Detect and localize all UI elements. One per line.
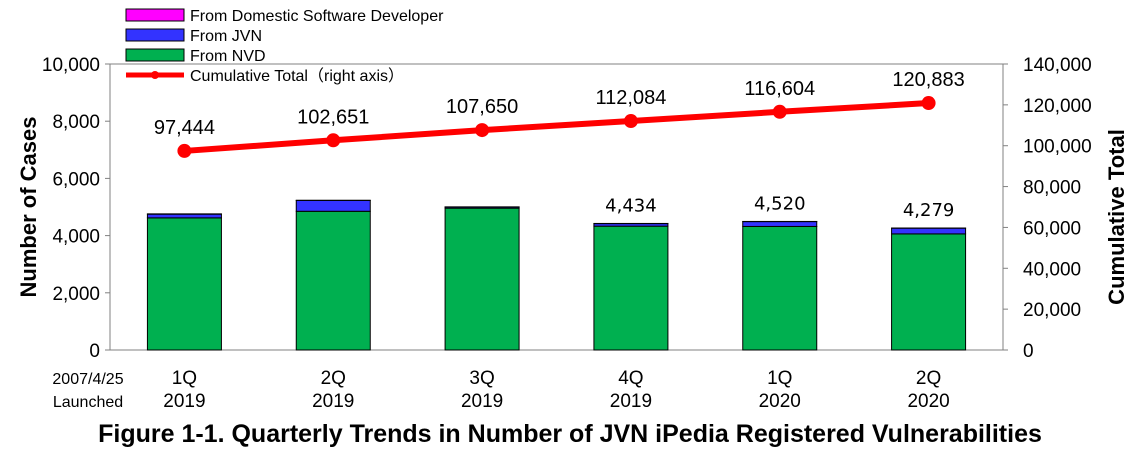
- legend-label: From NVD: [190, 48, 266, 65]
- launch-note-line2: Launched: [53, 394, 123, 411]
- category-label-line2: 2019: [312, 391, 354, 412]
- category-label-line2: 2019: [163, 391, 205, 412]
- category-label-line1: 3Q: [469, 368, 494, 389]
- bar-segment-nvd: [891, 233, 967, 351]
- category-label-line1: 1Q: [172, 368, 197, 389]
- right-axis-tick-label: 120,000: [1023, 96, 1092, 117]
- legend-line-marker: [151, 71, 159, 79]
- category-label-line1: 2Q: [321, 368, 346, 389]
- bar-total-label: 4,279: [903, 200, 955, 221]
- legend-label: From Domestic Software Developer: [190, 8, 444, 25]
- left-axis-tick-label: 10,000: [42, 55, 100, 76]
- cumulative-point: [475, 123, 490, 138]
- figure-caption: Figure 1-1. Quarterly Trends in Number o…: [98, 420, 1042, 448]
- bar-segment-nvd: [146, 217, 222, 351]
- bar-segment-jvn: [146, 213, 222, 219]
- bar-total-label: 4,434: [605, 195, 657, 216]
- left-axis-tick-label: 4,000: [52, 227, 100, 248]
- cumulative-line: [184, 100, 929, 154]
- right-axis-tick-label: 140,000: [1023, 55, 1092, 76]
- right-axis-tick-label: 40,000: [1023, 259, 1081, 280]
- cumulative-value-label: 112,084: [596, 87, 667, 109]
- cumulative-point: [177, 143, 192, 158]
- cumulative-point: [623, 114, 638, 129]
- category-label-line2: 2020: [907, 391, 949, 412]
- bar-total-label: 4,520: [754, 193, 806, 214]
- right-axis-title: Cumulative Total: [1104, 129, 1129, 305]
- bar-segment-nvd: [444, 207, 520, 351]
- left-axis-tick-label: 2,000: [52, 284, 100, 305]
- legend-swatch: [125, 48, 185, 62]
- right-axis-tick-label: 80,000: [1023, 178, 1081, 199]
- category-label-line2: 2019: [461, 391, 503, 412]
- category-label-line1: 2Q: [916, 368, 941, 389]
- right-axis-tick-label: 100,000: [1023, 137, 1092, 158]
- left-axis-tick-label: 8,000: [52, 112, 100, 133]
- category-label-line1: 1Q: [767, 368, 792, 389]
- category-label-line2: 2019: [610, 391, 652, 412]
- legend-swatch: [125, 28, 185, 42]
- plot-frame: [109, 63, 1004, 351]
- category-label-line2: 2020: [759, 391, 801, 412]
- left-axis-tick-label: 0: [89, 341, 100, 362]
- cumulative-point: [921, 96, 936, 111]
- bar-segment-nvd: [593, 225, 669, 351]
- cumulative-point: [772, 104, 787, 119]
- legend-label: Cumulative Total（right axis）: [190, 67, 404, 85]
- cumulative-value-label: 102,651: [297, 106, 369, 128]
- cumulative-value-label: 116,604: [744, 78, 815, 100]
- bar-segment-jvn: [891, 227, 967, 235]
- category-label-line1: 4Q: [618, 368, 643, 389]
- left-axis-tick-label: 6,000: [52, 169, 100, 190]
- chart: 0 2,000 4,000 6,000 8,000 10,000 0 20,000 40,000…: [16, 8, 1129, 412]
- cumulative-value-label: 120,883: [892, 69, 964, 91]
- right-axis-tick-label: 0: [1023, 341, 1034, 362]
- right-axis-tick-label: 20,000: [1023, 300, 1081, 321]
- cumulative-value-label: 97,444: [154, 117, 215, 139]
- launch-note-line1: 2007/4/25: [52, 371, 123, 388]
- cumulative-value-label: 107,650: [446, 96, 518, 118]
- bar-segment-nvd: [742, 225, 818, 351]
- right-axis-tick-label: 60,000: [1023, 218, 1081, 239]
- bar-segment-jvn: [742, 221, 818, 227]
- legend-swatch: [125, 8, 185, 22]
- bar-segment-jvn: [295, 199, 371, 212]
- legend-label: From JVN: [190, 28, 262, 45]
- bar-segment-nvd: [295, 210, 371, 351]
- cumulative-point: [326, 133, 341, 148]
- left-axis-title: Number of Cases: [16, 117, 41, 298]
